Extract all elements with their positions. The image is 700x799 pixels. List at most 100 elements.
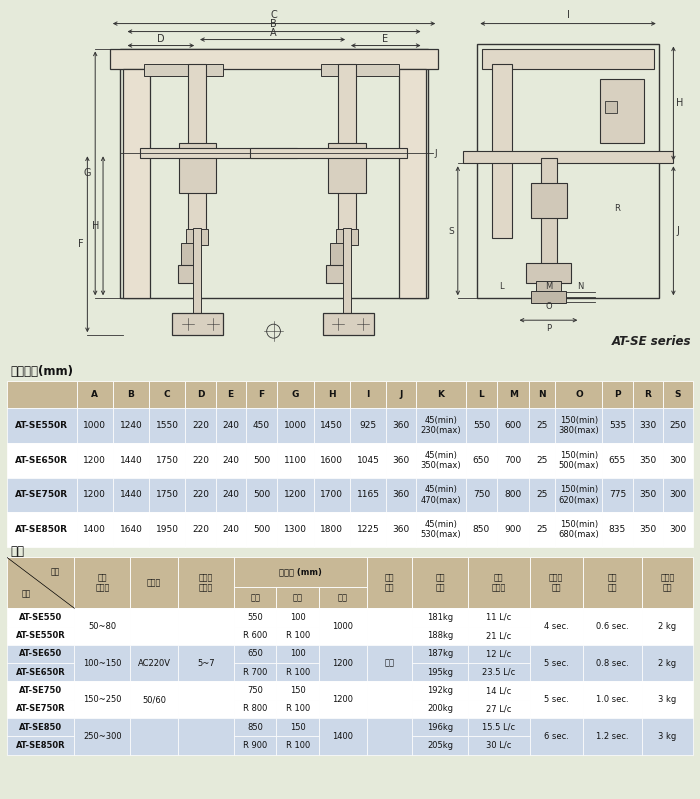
Bar <box>76 381 113 408</box>
Text: 300: 300 <box>669 525 687 534</box>
Bar <box>246 443 277 478</box>
Bar <box>343 229 351 318</box>
Text: 1750: 1750 <box>155 455 178 465</box>
Text: 規格: 規格 <box>10 545 25 558</box>
Text: 1640: 1640 <box>120 525 142 534</box>
Text: 1000: 1000 <box>284 421 307 430</box>
Text: 100: 100 <box>290 613 306 622</box>
Text: R 100: R 100 <box>286 631 310 640</box>
Text: 取出
姿勢: 取出 姿勢 <box>385 573 394 593</box>
Bar <box>529 381 556 408</box>
Bar <box>583 718 642 754</box>
Bar <box>412 682 468 700</box>
Bar <box>412 645 468 663</box>
Bar <box>492 63 512 238</box>
Text: 可取出
重量: 可取出 重量 <box>660 573 675 593</box>
Bar <box>277 381 314 408</box>
Text: 500: 500 <box>253 455 270 465</box>
Bar <box>416 478 466 512</box>
Bar <box>663 381 693 408</box>
Text: 1200: 1200 <box>332 695 354 704</box>
Text: AT-SE850R: AT-SE850R <box>15 525 69 534</box>
Bar <box>583 558 642 608</box>
Text: 45(min)
530(max): 45(min) 530(max) <box>421 519 461 539</box>
Bar <box>399 69 426 298</box>
Bar <box>314 381 350 408</box>
Bar <box>276 682 319 700</box>
Text: H: H <box>676 98 684 109</box>
Bar <box>412 718 468 737</box>
Bar <box>276 608 319 626</box>
Text: 12 L/c: 12 L/c <box>486 650 511 658</box>
Text: 1700: 1700 <box>321 491 344 499</box>
Text: M: M <box>545 282 552 291</box>
Text: 25: 25 <box>537 525 548 534</box>
Bar <box>642 558 693 608</box>
Bar <box>367 645 412 682</box>
Text: 空循環
時間: 空循環 時間 <box>549 573 564 593</box>
Bar <box>323 313 374 335</box>
Text: F: F <box>258 390 265 399</box>
Bar <box>633 443 663 478</box>
Bar <box>216 478 246 512</box>
Text: 3 kg: 3 kg <box>659 695 677 704</box>
Bar <box>386 381 416 408</box>
Bar <box>633 381 663 408</box>
Text: 1.2 sec.: 1.2 sec. <box>596 732 629 741</box>
Bar <box>186 381 216 408</box>
Text: R 700: R 700 <box>243 668 267 677</box>
Text: 25: 25 <box>537 421 548 430</box>
Bar <box>216 443 246 478</box>
Bar <box>336 229 358 245</box>
Text: M: M <box>509 390 518 399</box>
Text: S: S <box>448 227 454 236</box>
Bar <box>234 663 276 682</box>
Text: 550: 550 <box>473 421 490 430</box>
Bar <box>7 700 74 718</box>
Text: AT-SE550: AT-SE550 <box>19 613 62 622</box>
Bar <box>234 558 367 586</box>
Bar <box>633 478 663 512</box>
Text: 1550: 1550 <box>155 421 178 430</box>
Bar <box>600 78 644 143</box>
Bar <box>113 478 149 512</box>
Text: 220: 220 <box>192 525 209 534</box>
Bar <box>556 408 602 443</box>
Text: 0.8 sec.: 0.8 sec. <box>596 658 629 668</box>
Bar <box>172 313 223 335</box>
Text: 650: 650 <box>473 455 490 465</box>
Text: AT-SE series: AT-SE series <box>612 335 691 348</box>
Text: 200kg: 200kg <box>427 705 453 714</box>
Bar <box>276 586 319 608</box>
Text: 1045: 1045 <box>357 455 379 465</box>
Bar <box>541 158 556 268</box>
Text: 2 kg: 2 kg <box>659 622 677 631</box>
Text: N: N <box>577 282 584 291</box>
Text: J: J <box>400 390 403 399</box>
Text: 1750: 1750 <box>155 491 178 499</box>
Bar <box>246 478 277 512</box>
Text: 360: 360 <box>393 421 410 430</box>
Text: 1450: 1450 <box>321 421 343 430</box>
Text: 1240: 1240 <box>120 421 142 430</box>
Bar <box>468 626 529 645</box>
Bar <box>663 443 693 478</box>
Bar <box>602 408 633 443</box>
Bar <box>350 512 386 547</box>
Text: P: P <box>547 324 552 333</box>
Bar <box>216 381 246 408</box>
Bar <box>468 682 529 700</box>
Text: 550: 550 <box>247 613 263 622</box>
Bar <box>497 443 529 478</box>
Text: 11 L/c: 11 L/c <box>486 613 511 622</box>
Bar <box>319 645 367 682</box>
Bar <box>234 645 276 663</box>
Bar <box>277 478 314 512</box>
Bar <box>529 558 583 608</box>
Bar <box>605 101 617 113</box>
Bar <box>144 63 223 75</box>
Text: D: D <box>197 390 204 399</box>
Text: D: D <box>157 34 164 43</box>
Bar <box>113 512 149 547</box>
Text: 1440: 1440 <box>120 491 142 499</box>
